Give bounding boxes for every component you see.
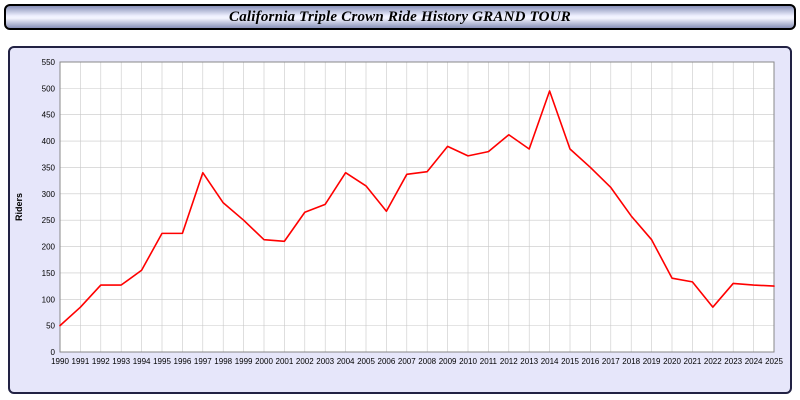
x-tick-label: 2019	[643, 357, 661, 366]
x-tick-label: 2017	[602, 357, 620, 366]
x-tick-label: 1992	[92, 357, 110, 366]
x-tick-label: 2025	[765, 357, 783, 366]
x-tick-label: 1996	[174, 357, 192, 366]
x-tick-label: 1991	[72, 357, 90, 366]
x-tick-label: 2010	[459, 357, 477, 366]
x-tick-label: 1993	[112, 357, 130, 366]
chart-panel: 0 50 100 150 200 250 300 350 400 450 500 550 1990 199…	[8, 46, 792, 394]
x-tick-label: 2015	[561, 357, 579, 366]
x-tick-label: 2003	[316, 357, 334, 366]
page-title: California Triple Crown Ride History GRA…	[229, 8, 571, 25]
title-bar: California Triple Crown Ride History GRA…	[4, 4, 796, 30]
y-tick-label: 100	[42, 295, 56, 304]
x-tick-label: 2011	[480, 357, 498, 366]
x-tick-label: 1994	[133, 357, 151, 366]
x-tick-label: 2012	[500, 357, 518, 366]
y-tick-label: 400	[42, 137, 56, 146]
x-tick-label: 1995	[153, 357, 171, 366]
x-tick-label: 1999	[235, 357, 253, 366]
x-tick-label: 2023	[724, 357, 742, 366]
x-tick-label: 2024	[745, 357, 763, 366]
x-tick-label: 2008	[418, 357, 436, 366]
x-tick-label: 2020	[663, 357, 681, 366]
y-axis-label: Riders	[14, 193, 24, 221]
y-tick-label: 350	[42, 163, 56, 172]
x-tick-label: 2009	[439, 357, 457, 366]
x-tick-label: 2013	[520, 357, 538, 366]
x-tick-label: 2004	[337, 357, 355, 366]
y-tick-label: 250	[42, 216, 56, 225]
x-tick-label: 2006	[378, 357, 396, 366]
y-tick-label: 300	[42, 190, 56, 199]
x-tick-label: 1990	[51, 357, 69, 366]
y-tick-label: 550	[42, 58, 56, 67]
x-tick-label: 2016	[582, 357, 600, 366]
x-tick-label: 2021	[684, 357, 702, 366]
x-tick-label: 1997	[194, 357, 212, 366]
x-tick-label: 2007	[398, 357, 416, 366]
x-tick-label: 1998	[214, 357, 232, 366]
x-tick-label: 2014	[541, 357, 559, 366]
y-tick-label: 200	[42, 243, 56, 252]
x-tick-label: 2002	[296, 357, 314, 366]
y-tick-label: 0	[51, 348, 56, 357]
riders-series-line	[59, 90, 775, 327]
y-tick-label: 50	[46, 322, 55, 331]
y-tick-label: 500	[42, 84, 56, 93]
x-tick-label: 2005	[357, 357, 375, 366]
y-tick-label: 450	[42, 111, 56, 120]
x-tick-label: 2000	[255, 357, 273, 366]
x-tick-label: 2001	[276, 357, 294, 366]
x-tick-label: 2018	[622, 357, 640, 366]
x-tick-label: 2022	[704, 357, 722, 366]
y-tick-label: 150	[42, 269, 56, 278]
